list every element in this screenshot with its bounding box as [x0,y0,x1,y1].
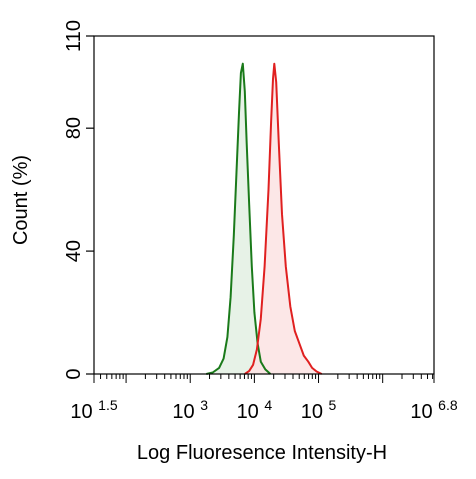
ticks-layer: 0 40 80 110 10 1.5 10 3 10 4 10 5 10 6.8 [63,20,458,423]
x-axis-title: Log Fluoresence Intensity-H [137,442,387,464]
axes-layer [93,35,435,375]
y-tick-label: 0 [63,368,85,379]
x-tick-label: 10 3 [172,397,208,423]
y-tick-label: 40 [63,240,85,262]
series-2-line [244,62,323,375]
series-1-line [206,62,272,375]
x-tick-label: 10 1.5 [70,397,117,423]
y-axis-title: Count (%) [10,155,32,245]
x-tick-label: 10 4 [237,397,273,423]
series-2-fill [244,63,322,374]
y-tick-label: 80 [63,117,85,139]
y-tick-label: 110 [63,20,85,52]
plot-frame [93,35,435,375]
x-tick-label: 10 5 [301,397,337,423]
series-1-fill [206,63,271,374]
series-layer [206,62,323,375]
x-tick-label: 10 6.8 [410,397,457,423]
